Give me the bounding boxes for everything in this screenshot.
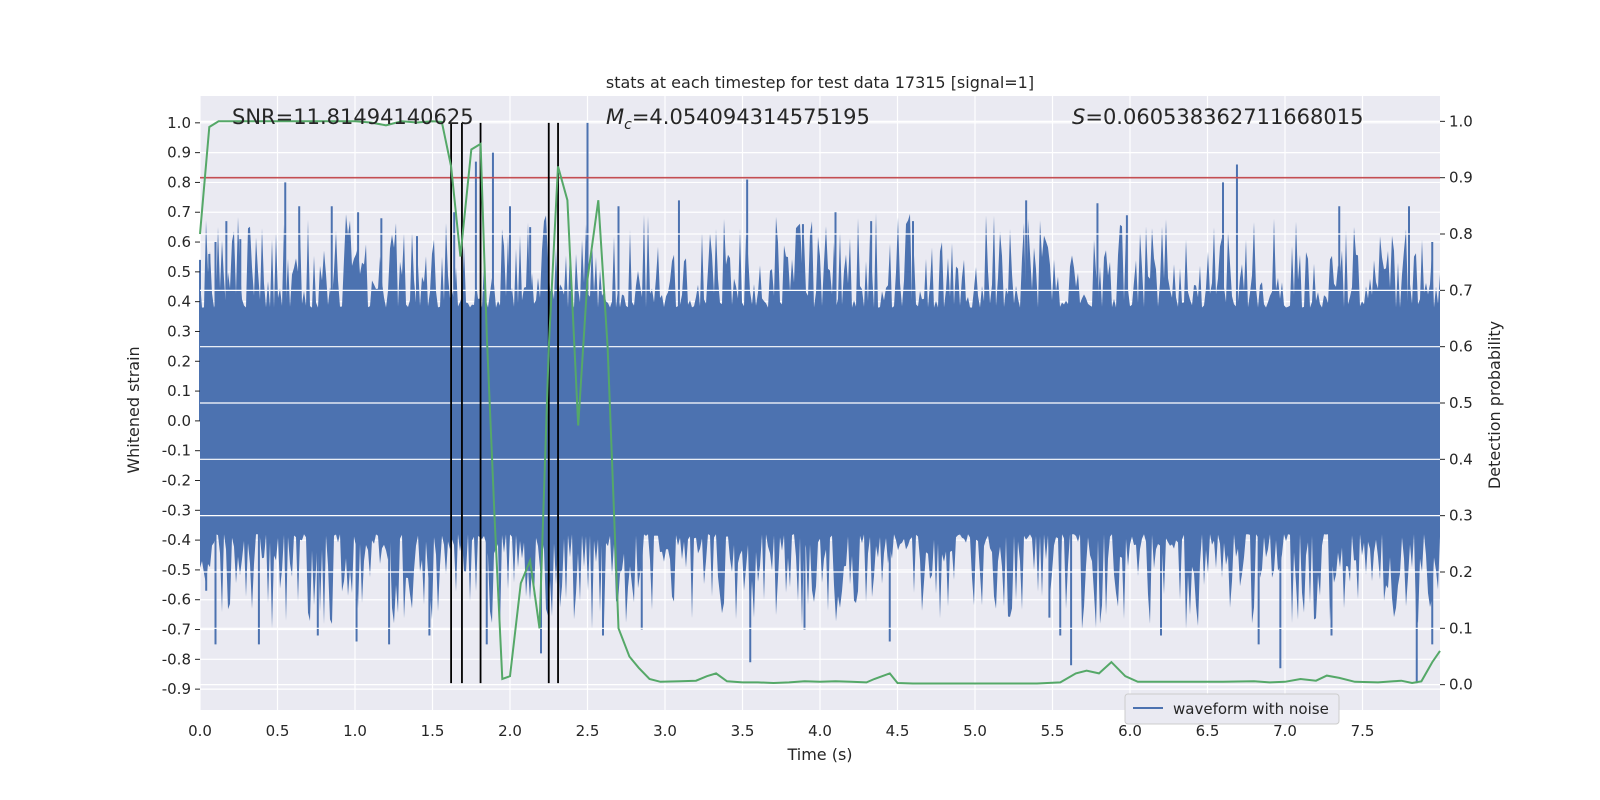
y-tick-label: 0.1: [167, 382, 191, 400]
y-tick-label: -0.3: [162, 501, 191, 519]
waveform-spikes: [199, 122, 1434, 684]
y-tick-label: 0.3: [167, 322, 191, 340]
x-tick-labels: 0.0 0.5 1.0 1.5 2.0 2.5 3.0 3.5 4.0 4.5 5.0 5.5 6.0 6…: [188, 722, 1374, 740]
y-tick-label: -0.2: [162, 471, 191, 489]
y-tick-label: 0.6: [167, 233, 191, 251]
x-tick-label: 7.5: [1351, 722, 1375, 740]
y-tick-label: -0.9: [162, 680, 191, 698]
x-axis-label: Time (s): [786, 745, 852, 764]
chart-title: stats at each timestep for test data 173…: [606, 73, 1034, 92]
y2-tick-labels: 1.0 0.9 0.8 0.7 0.6 0.5 0.4 0.3 0.2 0.1 0.0: [1440, 112, 1473, 694]
y-tick-label: 0.2: [167, 352, 191, 370]
x-tick-label: 0.0: [188, 722, 212, 740]
x-tick-label: 5.5: [1041, 722, 1065, 740]
y-tick-label: -0.1: [162, 442, 191, 460]
y2-tick-label: 0.7: [1449, 281, 1473, 299]
x-tick-label: 4.5: [886, 722, 910, 740]
x-tick-label: 0.5: [266, 722, 290, 740]
y2-tick-label: 0.8: [1449, 225, 1473, 243]
x-tick-label: 3.5: [731, 722, 755, 740]
y2-tick-label: 0.2: [1449, 563, 1473, 581]
y-tick-label: 0.9: [167, 144, 191, 162]
s-annotation: S=0.060538362711668015: [1072, 105, 1363, 129]
x-tick-label: 6.5: [1196, 722, 1220, 740]
y2-tick-label: 0.5: [1449, 394, 1473, 412]
x-tick-label: 6.0: [1118, 722, 1142, 740]
event-markers: [450, 122, 559, 684]
x-tick-label: 7.0: [1273, 722, 1297, 740]
x-tick-label: 2.0: [498, 722, 522, 740]
y-tick-label: -0.6: [162, 591, 191, 609]
legend: waveform with noise: [1124, 693, 1340, 725]
y-tick-label: -0.4: [162, 531, 191, 549]
x-tick-label: 2.5: [576, 722, 600, 740]
y2-tick-label: 0.1: [1449, 619, 1473, 637]
snr-annotation: SNR=11.81494140625: [232, 105, 474, 129]
y-tick-label: 0.5: [167, 263, 191, 281]
x-tick-label: 5.0: [963, 722, 987, 740]
x-tick-label: 4.0: [808, 722, 832, 740]
y-tick-label: 0.0: [167, 412, 191, 430]
chirp-mass-annotation: Mc=4.054094314575195: [606, 105, 870, 133]
y-tick-label: 0.4: [167, 293, 191, 311]
x-tick-label: 1.5: [421, 722, 445, 740]
y-tick-labels: 1.0 0.9 0.8 0.7 0.6 0.5 0.4 0.3 0.2 0.1 0.0 -0.1 -0.…: [162, 114, 200, 698]
y-tick-label: -0.7: [162, 621, 191, 639]
y2-tick-label: 1.0: [1449, 112, 1473, 130]
x-tick-label: 1.0: [343, 722, 367, 740]
y-tick-label: -0.5: [162, 561, 191, 579]
y-tick-label: 0.7: [167, 203, 191, 221]
probability-series: [199, 120, 1441, 685]
y-tick-label: 0.8: [167, 173, 191, 191]
y2-tick-label: 0.3: [1449, 507, 1473, 525]
y2-tick-label: 0.6: [1449, 338, 1473, 356]
x-tick-label: 3.0: [653, 722, 677, 740]
y2-tick-label: 0.9: [1449, 169, 1473, 187]
y2-tick-label: 0.4: [1449, 450, 1473, 468]
y-tick-label: 1.0: [167, 114, 191, 132]
y-axis-label: Whitened strain: [124, 346, 143, 473]
legend-label: waveform with noise: [1173, 700, 1329, 718]
y-tick-label: -0.8: [162, 650, 191, 668]
y2-tick-label: 0.0: [1449, 676, 1473, 694]
y2-axis-label: Detection probability: [1485, 321, 1504, 489]
legend-box: [1124, 693, 1340, 725]
